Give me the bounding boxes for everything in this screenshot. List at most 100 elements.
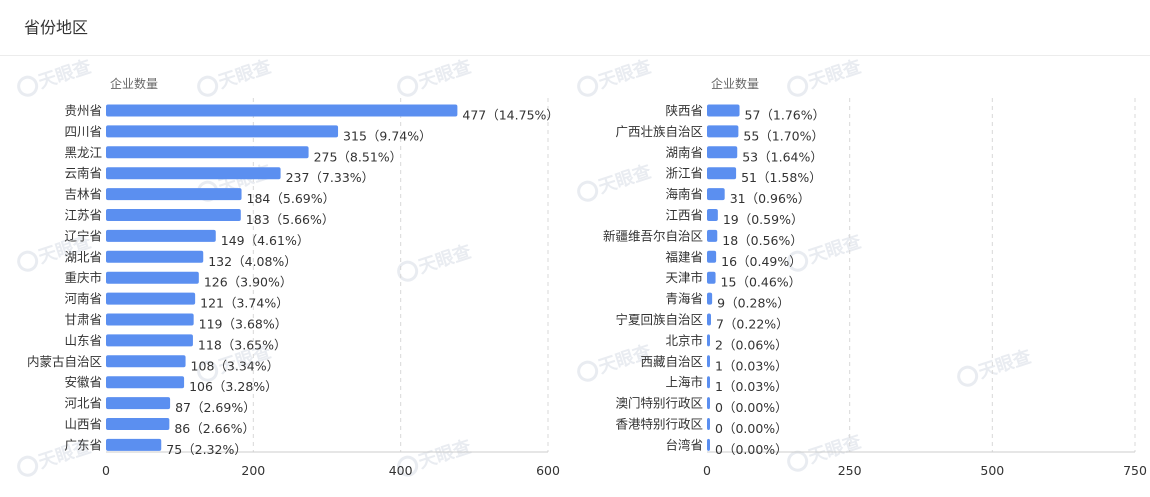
category-label: 新疆维吾尔自治区: [603, 228, 703, 243]
bar: [707, 355, 710, 368]
watermark: 天眼查: [397, 56, 474, 97]
value-label: 19（0.59%）: [723, 212, 804, 227]
value-label: 315（9.74%）: [343, 128, 432, 143]
value-label: 7（0.22%）: [716, 317, 789, 332]
value-label: 0（0.00%）: [715, 400, 788, 415]
x-tick-label: 0: [703, 463, 711, 478]
x-tick-label: 600: [536, 463, 560, 478]
x-tick-label: 0: [102, 463, 110, 478]
value-label: 16（0.49%）: [721, 254, 802, 269]
value-label: 15（0.46%）: [721, 275, 802, 290]
bar: [106, 376, 185, 389]
value-label: 86（2.66%）: [174, 421, 255, 436]
watermark-text: 天眼查: [36, 56, 94, 93]
bar: [707, 104, 740, 117]
bar: [707, 250, 717, 263]
watermark-text: 天眼查: [976, 345, 1034, 383]
category-label: 香港特别行政区: [615, 417, 703, 432]
watermark-text: 天眼查: [416, 240, 474, 278]
value-label: 2（0.06%）: [715, 337, 788, 352]
x-tick-label: 200: [241, 463, 265, 478]
province-charts: 天眼查 天眼查 天眼查 天眼查 天眼查天眼查天眼查天眼查天眼查天眼查天眼查天眼查天眼查天…: [17, 56, 1147, 478]
bar: [106, 188, 242, 201]
bar: [707, 125, 739, 138]
category-label: 贵州省: [64, 103, 102, 118]
category-label: 西藏自治区: [640, 354, 703, 369]
value-label: 237（7.33%）: [286, 170, 375, 185]
bar: [707, 397, 710, 410]
bar: [106, 146, 309, 159]
watermark: 天眼查: [787, 56, 864, 97]
category-label: 湖南省: [665, 145, 703, 160]
category-label: 重庆市: [64, 270, 102, 285]
bar: [106, 334, 193, 347]
value-label: 31（0.96%）: [730, 191, 811, 206]
category-label: 上海市: [665, 375, 703, 390]
watermark-text: 天眼查: [806, 230, 864, 268]
value-label: 9（0.28%）: [717, 296, 790, 311]
value-label: 477（14.75%）: [462, 108, 559, 123]
category-label: 四川省: [64, 124, 102, 139]
bar: [707, 438, 710, 451]
x-tick-label: 500: [980, 463, 1004, 478]
bar: [707, 334, 710, 347]
bar: [106, 313, 194, 326]
category-label: 浙江省: [665, 166, 703, 181]
watermark-text: 天眼查: [216, 56, 274, 93]
category-label: 黑龙江: [64, 145, 102, 160]
y-axis-title: 企业数量: [110, 76, 158, 91]
category-label: 吉林省: [64, 187, 102, 202]
bar: [106, 418, 170, 430]
bar: [707, 418, 710, 430]
value-label: 0（0.00%）: [715, 421, 788, 436]
watermark: 天眼查: [397, 240, 474, 282]
x-tick-label: 400: [389, 463, 413, 478]
category-label: 青海省: [665, 291, 703, 306]
category-label: 天津市: [665, 270, 703, 285]
category-label: 内蒙古自治区: [27, 354, 102, 369]
bar: [106, 397, 171, 410]
category-label: 甘肃省: [64, 312, 102, 327]
value-label: 1（0.03%）: [715, 379, 788, 394]
category-label: 福建省: [665, 249, 703, 264]
bar: [707, 167, 737, 180]
category-label: 澳门特别行政区: [615, 396, 703, 411]
section-header: 省份地区: [0, 0, 1150, 56]
bar: [106, 125, 339, 138]
category-label: 江苏省: [64, 208, 102, 223]
value-label: 106（3.28%）: [189, 379, 278, 394]
watermark-text: 天眼查: [596, 160, 654, 198]
bar: [707, 376, 710, 389]
bar: [707, 229, 718, 242]
value-label: 119（3.68%）: [199, 317, 288, 332]
watermark-text: 天眼查: [416, 435, 474, 473]
category-label: 广东省: [64, 437, 102, 452]
bar: [707, 271, 716, 284]
bar: [106, 438, 162, 451]
section-title: 省份地区: [24, 18, 89, 37]
category-label: 广西壮族自治区: [615, 124, 703, 139]
value-label: 75（2.32%）: [166, 442, 247, 457]
category-label: 云南省: [64, 166, 102, 181]
bar-chart-1: 企业数量 0 200 400 600 贵州省 477（14.75%） 四川省 315（9.74%…: [27, 76, 560, 478]
bar: [707, 188, 725, 201]
bar: [106, 209, 241, 221]
category-label: 陕西省: [665, 103, 703, 118]
category-label: 台湾省: [665, 437, 703, 452]
watermark-text: 天眼查: [596, 56, 654, 93]
watermark: 天眼查: [197, 56, 274, 97]
value-label: 108（3.34%）: [191, 358, 280, 373]
bar: [106, 355, 186, 368]
bar-chart-2: 企业数量 0 250 500 750 陕西省 57（1.76%） 广西壮族自治区 55（1.70…: [603, 76, 1147, 478]
category-label: 河南省: [64, 291, 102, 306]
category-label: 江西省: [665, 208, 703, 223]
category-label: 宁夏回族自治区: [615, 312, 703, 327]
x-tick-label: 250: [838, 463, 862, 478]
watermark: 天眼查: [957, 345, 1034, 387]
value-label: 275（8.51%）: [314, 149, 403, 164]
bar: [707, 313, 711, 326]
category-label: 湖北省: [64, 249, 102, 264]
x-tick-label: 750: [1123, 463, 1147, 478]
value-label: 149（4.61%）: [221, 233, 310, 248]
watermark: 天眼查: [17, 56, 94, 97]
